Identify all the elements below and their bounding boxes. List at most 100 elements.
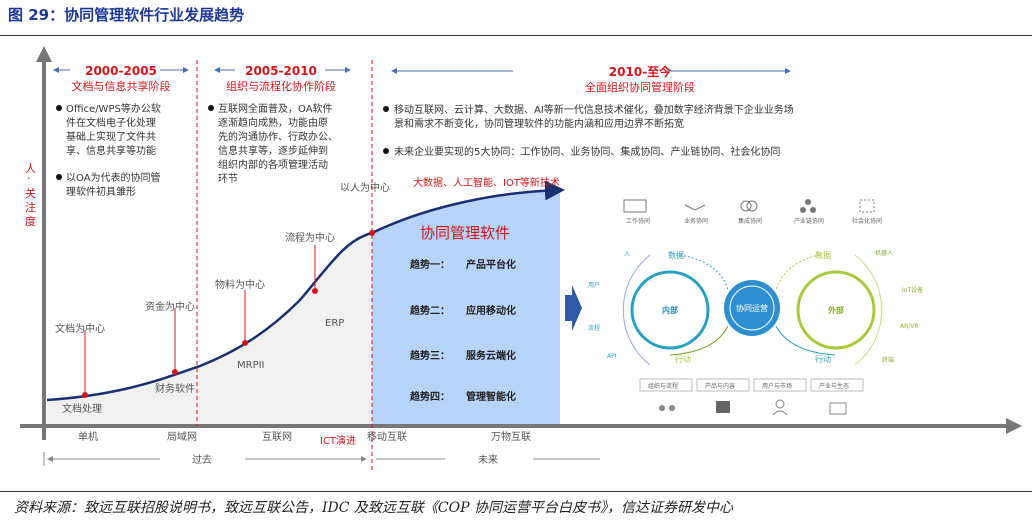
svg-text:文档为中心: 文档为中心 (55, 322, 105, 335)
svg-text:互联网: 互联网 (262, 431, 292, 443)
svg-text:大数据、人工智能、IOT等新技术: 大数据、人工智能、IOT等新技术 (413, 176, 560, 189)
svg-text:趋势一：: 趋势一： (410, 258, 450, 271)
title-divider (0, 35, 1032, 36)
stage-2-header: 2005-2010 组织与流程化协作阶段 (214, 64, 351, 93)
figure-title: 图 29：协同管理软件行业发展趋势 (8, 6, 245, 24)
svg-text:度: 度 (25, 214, 36, 228)
svg-text:万物互联: 万物互联 (491, 430, 531, 443)
svg-text:服务云端化: 服务云端化 (466, 349, 516, 362)
svg-text:财务软件: 财务软件 (155, 382, 195, 395)
svg-text:以OA为代表的协同管: 以OA为代表的协同管 (66, 171, 161, 184)
svg-text:资金为中心: 资金为中心 (145, 300, 195, 313)
svg-text:环节: 环节 (218, 173, 238, 185)
svg-text:·: · (27, 172, 31, 185)
svg-text:未来企业要实现的5大协同：工作协同、业务协同、集成协同、产业: 未来企业要实现的5大协同：工作协同、业务协同、集成协同、产业链协同、社会化协同 (394, 145, 780, 158)
source-note: 资料来源：致远互联招股说明书，致远互联公告，IDC 及致远互联《COP 协同运营… (14, 500, 733, 516)
diagram: 人· 关注度 2000-2005 文档与信息共享阶段 2005-2010 组织与… (20, 46, 1022, 470)
stage-3-bullets: 移动互联网、云计算、大数据、AI等新一代信息技术催化，叠加数字经济背景下企业业务… (383, 103, 794, 158)
svg-text:产品平台化: 产品平台化 (466, 258, 516, 271)
svg-text:社会化协同: 社会化协同 (852, 217, 882, 225)
svg-text:用户与市场: 用户与市场 (762, 382, 792, 390)
svg-text:2005-2010: 2005-2010 (245, 64, 317, 78)
svg-text:ICT演进: ICT演进 (320, 434, 356, 447)
svg-text:基础上实现了文件共: 基础上实现了文件共 (66, 130, 156, 143)
svg-text:互联网全面普及，OA软件: 互联网全面普及，OA软件 (218, 102, 333, 115)
collab-types: 工作协同 业务协同 集成协同 产业链协同 社会化协同 (623, 199, 882, 225)
svg-text:2010-至今: 2010-至今 (609, 64, 672, 79)
x-axis-ticks: 单机 局域网 互联网 移动互联 万物互联 (78, 430, 531, 443)
svg-text:流程: 流程 (588, 324, 600, 332)
svg-text:过去: 过去 (192, 453, 212, 466)
svg-text:业务协同: 业务协同 (684, 217, 708, 225)
svg-text:工作协同: 工作协同 (626, 217, 650, 225)
timeline: 过去 未来 (43, 452, 600, 466)
svg-text:行动: 行动 (815, 354, 831, 364)
svg-text:景和需求不断变化，协同管理软件的功能内涵和应用边界不断拓宽: 景和需求不断变化，协同管理软件的功能内涵和应用边界不断拓宽 (394, 117, 684, 130)
svg-text:管理智能化: 管理智能化 (466, 390, 516, 403)
svg-text:人: 人 (25, 162, 36, 175)
svg-text:ERP: ERP (325, 318, 344, 329)
svg-text:数据: 数据 (668, 250, 684, 260)
svg-text:协同管理软件: 协同管理软件 (420, 224, 510, 242)
collab-cycle: 内部 协同运营 外部 数据 数据 行动 行动 人用户 流程 API 机器人 IoT设… (588, 249, 923, 366)
svg-text:局域网: 局域网 (167, 430, 197, 443)
svg-text:逐渐趋向成熟，功能由原: 逐渐趋向成熟，功能由原 (218, 116, 328, 129)
software-trends: 协同管理软件 趋势一： 产品平台化 趋势二： 应用移动化 趋势三： 服务云端化 趋势四… (410, 224, 516, 403)
stage-1-header: 2000-2005 文档与信息共享阶段 (53, 64, 189, 93)
svg-text:组织内部的各项管理活动: 组织内部的各项管理活动 (218, 158, 328, 171)
svg-text:先的沟通协作、行政办公、: 先的沟通协作、行政办公、 (218, 130, 338, 143)
svg-text:文档处理: 文档处理 (62, 402, 102, 415)
svg-text:行动: 行动 (675, 354, 691, 364)
collab-bottom: 组织与流程 产品与内容 用户与市场 产业与生态 (639, 378, 864, 416)
svg-text:以人为中心: 以人为中心 (340, 181, 390, 194)
svg-text:产业链协同: 产业链协同 (794, 217, 824, 225)
svg-text:2000-2005: 2000-2005 (85, 64, 157, 78)
svg-text:IoT设备: IoT设备 (902, 286, 923, 294)
svg-text:全面组织协同管理阶段: 全面组织协同管理阶段 (585, 80, 695, 94)
svg-text:流程为中心: 流程为中心 (285, 231, 335, 244)
svg-text:趋势四：: 趋势四： (410, 390, 450, 403)
svg-text:人: 人 (624, 251, 630, 258)
svg-text:文档与信息共享阶段: 文档与信息共享阶段 (72, 79, 171, 93)
svg-text:集成协同: 集成协同 (738, 217, 762, 225)
svg-text:关: 关 (25, 186, 36, 200)
svg-text:应用移动化: 应用移动化 (466, 304, 516, 317)
svg-text:组织与流程: 组织与流程 (648, 382, 678, 390)
past-area (47, 233, 372, 426)
y-axis-label: 人· 关注度 (25, 162, 36, 228)
svg-text:产品与内容: 产品与内容 (705, 382, 735, 390)
svg-text:产业与生态: 产业与生态 (819, 382, 849, 390)
svg-text:信息共享等，逐步延伸到: 信息共享等，逐步延伸到 (218, 144, 328, 157)
growth-curve (46, 180, 565, 402)
svg-text:件在文档电子化处理: 件在文档电子化处理 (66, 116, 156, 129)
svg-text:API: API (607, 353, 617, 360)
svg-text:物料为中心: 物料为中心 (215, 278, 265, 291)
svg-text:外部: 外部 (828, 305, 844, 315)
svg-text:单机: 单机 (78, 430, 98, 443)
svg-text:组织与流程化协作阶段: 组织与流程化协作阶段 (226, 79, 336, 93)
arrow-right-icon (565, 285, 582, 331)
stage-3-header: 2010-至今 全面组织协同管理阶段 (391, 64, 791, 94)
svg-text:数据: 数据 (815, 250, 831, 260)
svg-text:移动互联网、云计算、大数据、AI等新一代信息技术催化，叠加数: 移动互联网、云计算、大数据、AI等新一代信息技术催化，叠加数字经济背景下企业业务… (394, 103, 794, 116)
svg-text:协同运营: 协同运营 (736, 303, 768, 313)
svg-text:移动互联: 移动互联 (367, 430, 407, 443)
svg-text:趋势二：: 趋势二： (410, 304, 450, 317)
svg-text:未来: 未来 (478, 454, 498, 466)
svg-text:MRPII: MRPII (237, 360, 265, 371)
future-area (372, 190, 560, 426)
svg-text:AR/VR: AR/VR (900, 323, 919, 330)
svg-text:Office/WPS等办公软: Office/WPS等办公软 (66, 102, 161, 115)
svg-text:机器人: 机器人 (875, 249, 893, 257)
svg-text:理软件初具雏形: 理软件初具雏形 (66, 185, 136, 198)
svg-text:内部: 内部 (662, 305, 678, 315)
svg-text:趋势三：: 趋势三： (410, 349, 450, 362)
source-divider (0, 491, 1032, 492)
svg-text:终端: 终端 (882, 356, 894, 364)
svg-text:用户: 用户 (588, 281, 600, 289)
svg-text:享、信息共享等功能: 享、信息共享等功能 (66, 144, 156, 157)
svg-text:注: 注 (25, 200, 36, 214)
